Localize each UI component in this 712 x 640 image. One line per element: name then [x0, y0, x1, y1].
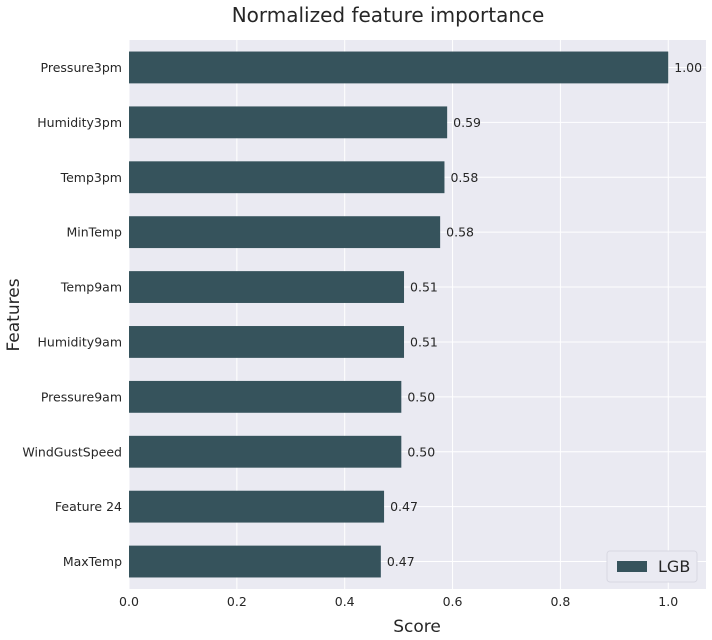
bar-value-label: 0.47: [390, 499, 418, 514]
bar: [129, 51, 669, 84]
bar: [129, 271, 405, 303]
x-tick-label: 0.6: [443, 594, 463, 609]
bar-value-label: 0.50: [407, 389, 435, 404]
y-tick-label: Temp3pm: [60, 170, 122, 185]
bar-value-labels: 1.00 0.59 0.58 0.58 0.51 0.51 0.50 0.50 0.47 0.47: [387, 60, 702, 569]
x-tick-label: 0.8: [550, 594, 570, 609]
y-tick-label: Temp9am: [60, 280, 122, 295]
y-tick-label: MinTemp: [67, 225, 123, 240]
legend-box: [606, 550, 698, 583]
bar-value-label: 0.51: [410, 280, 438, 295]
x-tick-label: 1.0: [658, 594, 678, 609]
x-axis-label: Score: [393, 617, 441, 637]
bar-value-label: 0.51: [410, 334, 438, 349]
legend-swatch: [617, 561, 647, 572]
bar: [129, 216, 441, 249]
bar-value-label: 0.47: [387, 554, 415, 569]
x-tick-label: 0.4: [335, 594, 355, 609]
y-tick-label: Pressure9am: [41, 389, 122, 404]
bar: [129, 326, 405, 358]
y-tick-label: Humidity9am: [38, 334, 122, 349]
x-tick-label: 0.2: [227, 594, 247, 609]
y-axis-tick-labels: Pressure3pm Humidity3pm Temp3pm MinTemp Temp…: [22, 60, 122, 569]
y-tick-label: Feature 24: [55, 499, 122, 514]
bars: [129, 51, 669, 578]
legend-label: LGB: [658, 557, 690, 576]
y-tick-label: WindGustSpeed: [22, 444, 122, 459]
y-tick-label: Pressure3pm: [41, 60, 122, 75]
bar-value-label: 1.00: [674, 60, 702, 75]
legend: LGB: [606, 550, 698, 583]
bar: [129, 380, 402, 413]
bar: [129, 490, 385, 523]
y-tick-label: MaxTemp: [63, 554, 122, 569]
chart-title: Normalized feature importance: [232, 3, 545, 27]
bar: [129, 161, 445, 194]
bar-value-label: 0.50: [407, 444, 435, 459]
x-axis-tick-labels: 0.0 0.2 0.4 0.6 0.8 1.0: [119, 594, 678, 609]
bar: [129, 435, 402, 468]
bar: [129, 545, 381, 578]
y-axis-label: Features: [4, 278, 24, 351]
bar-value-label: 0.58: [446, 225, 474, 240]
bar-value-label: 0.58: [450, 170, 478, 185]
y-tick-label: Humidity3pm: [37, 115, 122, 130]
x-tick-label: 0.0: [119, 594, 139, 609]
bar-value-label: 0.59: [453, 115, 481, 130]
bar: [129, 106, 448, 139]
